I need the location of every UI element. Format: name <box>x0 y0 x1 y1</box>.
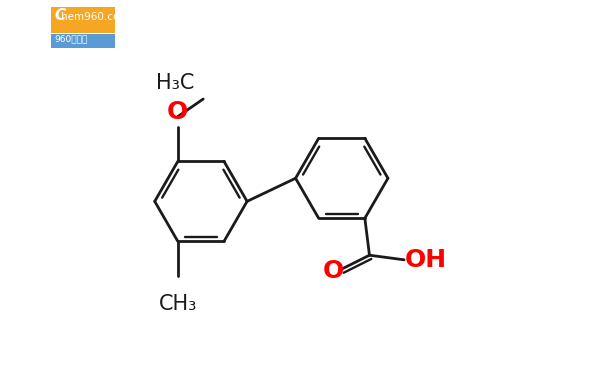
FancyBboxPatch shape <box>51 34 116 48</box>
FancyBboxPatch shape <box>51 8 116 33</box>
Text: H₃C: H₃C <box>156 73 195 93</box>
Text: hem960.com: hem960.com <box>62 12 130 22</box>
Text: CH₃: CH₃ <box>159 294 197 314</box>
Text: O: O <box>167 100 188 124</box>
Text: C: C <box>54 8 65 23</box>
Text: 960化工网: 960化工网 <box>54 34 88 44</box>
Text: O: O <box>323 260 344 284</box>
Text: OH: OH <box>405 248 447 272</box>
